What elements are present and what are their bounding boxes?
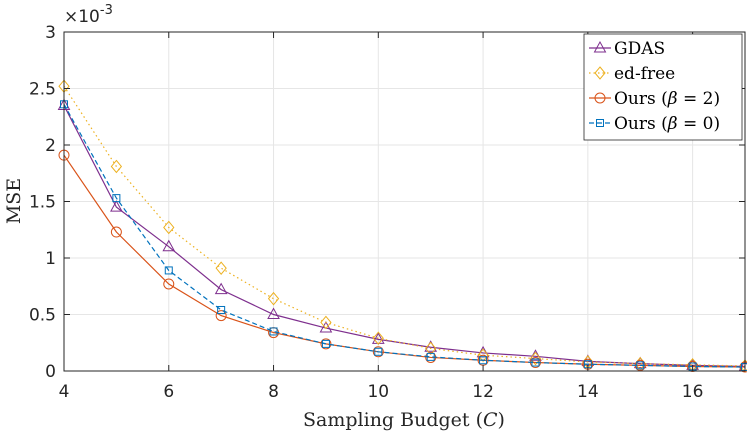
data-point-ed-free (267, 291, 280, 306)
data-point-ours-0 (426, 352, 435, 361)
data-point-ours-2 (372, 346, 384, 358)
data-point-ed-free (372, 331, 384, 346)
data-point-ours-0 (374, 347, 383, 356)
legend-marker-gdas (593, 40, 607, 53)
legend-label-gdas: GDAS (614, 39, 665, 59)
legend-box (583, 33, 743, 141)
data-point-ed-free (529, 351, 542, 366)
legend-label-ed-free: ed-free (614, 64, 675, 84)
data-point-ours-0 (217, 305, 226, 314)
data-point-ours-2 (110, 226, 122, 238)
legend-marker-ours-0 (596, 119, 604, 127)
data-point-ours-0 (112, 194, 121, 203)
data-point-gdas (214, 282, 228, 295)
data-point-ours-0 (636, 361, 645, 370)
legend-marker-ed-free (594, 66, 606, 80)
y-tick-label: 1 (45, 249, 56, 269)
x-tick-label: 14 (577, 382, 599, 402)
legend-label-ours-0: Ours (β = 0) (614, 114, 720, 134)
series-group (57, 79, 747, 373)
data-point-ed-free (477, 348, 489, 362)
x-tick-label: 12 (472, 382, 494, 402)
x-tick-label: 16 (682, 382, 704, 402)
data-point-ours-0 (321, 339, 330, 348)
series-ours-0 (60, 100, 747, 372)
data-point-ed-free (320, 315, 332, 330)
data-point-gdas (371, 332, 385, 344)
y-tick-label: 0 (45, 362, 56, 382)
x-tick-label: 8 (268, 382, 279, 402)
x-tick-label: 10 (367, 382, 389, 402)
y-axis-title: MSE (3, 178, 25, 224)
y-tick-label: 1.5 (29, 193, 56, 213)
data-point-gdas (267, 307, 280, 319)
x-axis-title: Sampling Budget (C) (303, 409, 505, 431)
legend-label-ours-2: Ours (β = 2) (614, 89, 720, 109)
data-point-ours-0 (531, 358, 540, 367)
data-point-gdas (110, 200, 123, 212)
data-point-ed-free (110, 159, 123, 174)
data-point-ours-2 (163, 278, 175, 290)
data-point-ed-free (163, 220, 175, 235)
y-tick-label: 2.5 (29, 80, 56, 100)
series-line-ed-free (63, 85, 746, 367)
data-point-ours-2 (320, 338, 332, 350)
data-point-ed-free (215, 261, 227, 275)
data-point-ed-free (425, 341, 437, 356)
data-point-ours-0 (479, 356, 488, 365)
legend: GDAS ed-free Ours (β = 2) Ours (β = 0) (583, 33, 743, 141)
data-point-gdas (162, 239, 176, 252)
legend-marker-ours-2 (594, 92, 606, 104)
y-tick-label: 0.5 (29, 306, 56, 326)
data-point-gdas (633, 356, 647, 369)
data-point-ours-2 (215, 310, 227, 322)
x-tick-label: 4 (59, 382, 70, 402)
y-multiplier: ×10-3 (64, 3, 113, 27)
axis-ticks: 4 6 8 10 12 14 16 0 0.5 1 1.5 2 2.5 3 (29, 23, 745, 402)
data-point-ours-0 (269, 327, 278, 336)
data-point-ours-0 (164, 266, 173, 275)
y-tick-label: 2 (45, 136, 56, 156)
y-tick-label: 3 (45, 23, 56, 43)
series-line-ours-0 (63, 104, 746, 368)
x-tick-label: 6 (163, 382, 174, 402)
data-point-gdas (319, 321, 333, 333)
